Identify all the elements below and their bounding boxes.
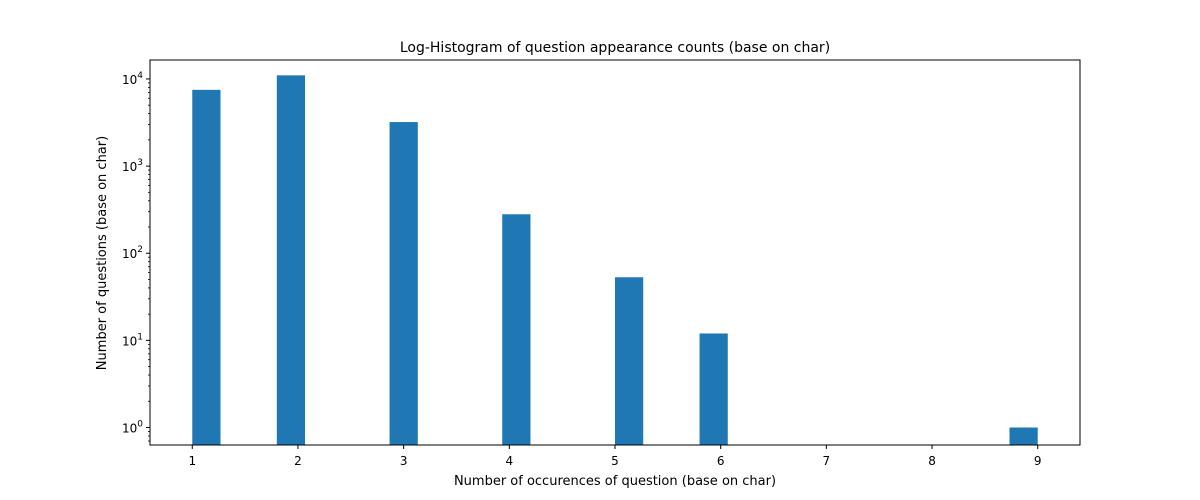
x-tick-label: 2 (294, 454, 302, 468)
y-axis-label: Number of questions (base on char) (95, 136, 110, 370)
x-tick-label: 6 (717, 454, 725, 468)
bar-1 (192, 89, 221, 445)
x-tick-label: 8 (928, 454, 936, 468)
y-tick-label: 101 (122, 332, 143, 348)
bars-group (192, 75, 1038, 445)
y-tick-label: 100 (122, 420, 143, 436)
bar-2 (276, 75, 306, 445)
x-tick-label: 5 (611, 454, 619, 468)
y-tick-label: 104 (122, 71, 143, 87)
y-tick-label: 103 (122, 158, 143, 174)
x-axis-label: Number of occurences of question (base o… (454, 474, 776, 489)
x-tick-label: 9 (1034, 454, 1042, 468)
x-tick-label: 7 (823, 454, 831, 468)
bar-5 (615, 277, 644, 445)
x-tick-label: 4 (505, 454, 513, 468)
bar-4 (502, 214, 531, 445)
x-tick-label: 3 (400, 454, 408, 468)
bar-6 (699, 333, 728, 445)
bar-3 (389, 122, 418, 445)
axes-group: 1 2 3 4 5 6 7 8 9 100 101 102 103 104 (122, 59, 1081, 468)
bar-7 (1009, 427, 1038, 445)
y-tick-label: 102 (122, 245, 143, 261)
chart-title: Log-Histogram of question appearance cou… (400, 40, 830, 56)
x-tick-label: 1 (188, 454, 196, 468)
